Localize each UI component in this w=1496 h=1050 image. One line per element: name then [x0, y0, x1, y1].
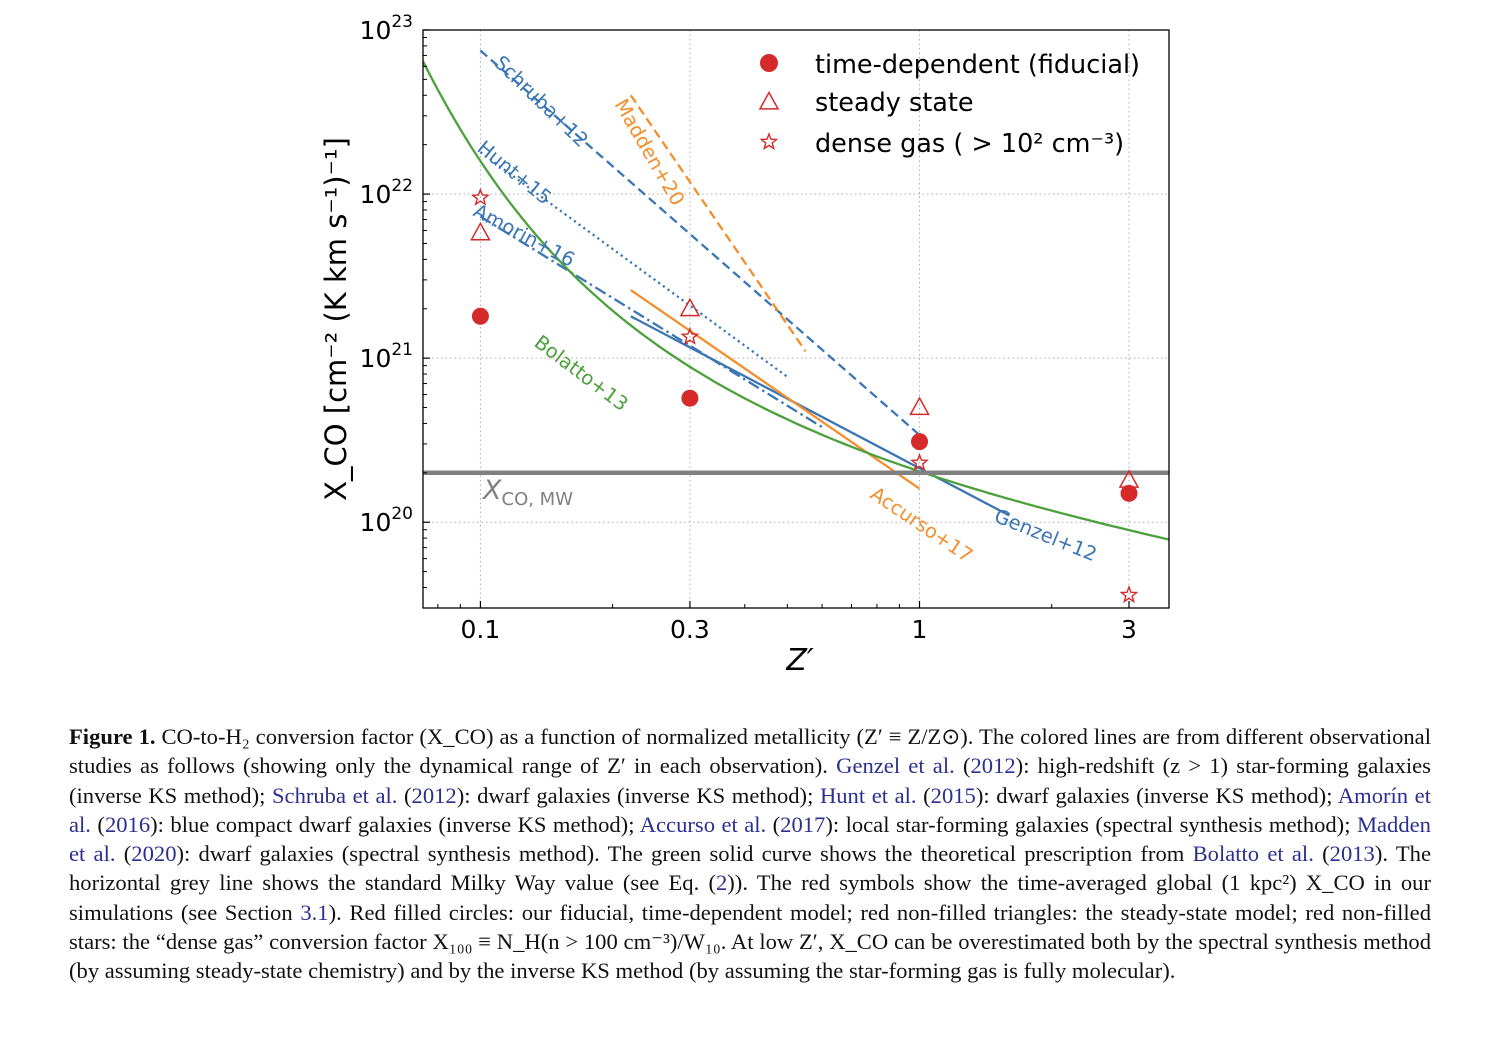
legend-marker-triangle: [758, 90, 780, 110]
citation-link[interactable]: Bolatto et al.: [1192, 841, 1314, 867]
time-dependent-point: [911, 433, 929, 451]
citation-link[interactable]: 2020: [131, 841, 177, 867]
steady-state-point: [470, 221, 491, 241]
dense-gas-point: [470, 187, 490, 206]
legend: time-dependent (fiducial) steady state den…: [758, 50, 1140, 159]
caption-body: Figure 1. CO-to-H₂ conversion factor (X_…: [69, 724, 1431, 984]
caption-label: Figure 1.: [69, 724, 156, 749]
series-line-madden-20: [629, 94, 807, 352]
citation-link[interactable]: 2015: [930, 782, 976, 808]
annotation-schruba-12: Schruba+12: [490, 51, 593, 152]
y-axis-label: X_CO [cm⁻² (K km s⁻¹)⁻¹]: [319, 137, 353, 501]
x-tick-label: 0.3: [670, 615, 710, 644]
series-line-genzel-12: [630, 315, 1010, 517]
time-dependent-point: [1120, 484, 1138, 502]
citation-link[interactable]: Accurso et al.: [639, 811, 767, 837]
points-layer: [470, 187, 1140, 604]
x-tick-label: 0.1: [461, 615, 501, 644]
citation-link[interactable]: 2012: [411, 782, 457, 808]
figure-chart: 0.1 0.3 1 3 1020 1021 1022 1023 Z′ X_CO [cm⁻² (K …: [319, 12, 1170, 678]
citation-link[interactable]: Amorín et al.: [69, 782, 1431, 837]
dense-gas-point: [680, 326, 700, 345]
series-layer: [423, 49, 1169, 541]
ticks-layer: [423, 29, 1130, 609]
citation-link[interactable]: Madden et al.: [69, 811, 1431, 867]
annotation-bolatto-13: Bolatto+13: [530, 331, 633, 416]
plot-frame: [422, 29, 1170, 609]
y-tick-label: 1022: [360, 176, 413, 209]
annotation-madden-20: Madden+20: [610, 95, 689, 210]
legend-label: time-dependent (fiducial): [815, 50, 1140, 80]
steady-state-point: [909, 396, 930, 416]
legend-label: dense gas ( > 10² cm⁻³): [815, 129, 1124, 159]
citation-link[interactable]: 2012: [970, 753, 1016, 779]
labels-layer: 0.1 0.3 1 3 1020 1021 1022 1023 Z′ X_CO [cm⁻² (K …: [319, 12, 1137, 678]
grid-layer: [423, 29, 1169, 608]
time-dependent-point: [681, 389, 699, 407]
citation-link[interactable]: Hunt et al.: [819, 782, 917, 808]
citation-link[interactable]: Schruba et al.: [271, 782, 398, 808]
x-axis-label: Z′: [785, 643, 814, 678]
dense-gas-point: [910, 452, 929, 471]
time-dependent-point: [471, 307, 489, 325]
figure-caption: Figure 1. CO-to-H₂ conversion factor (X_…: [69, 722, 1431, 986]
legend-marker-star: [759, 132, 779, 151]
x-tick-label: 3: [1121, 615, 1137, 644]
citation-link[interactable]: 2017: [780, 811, 826, 837]
dense-gas-point: [1119, 585, 1139, 604]
series-line-accurso-17: [630, 289, 921, 490]
annotation-accurso-17: Accurso+17: [866, 482, 977, 567]
annotation-amorin-16: Amorin+16: [470, 199, 579, 272]
x-tick-label: 1: [912, 615, 928, 644]
legend-label: steady state: [815, 88, 974, 118]
y-tick-label: 1021: [360, 340, 413, 373]
legend-marker-circle: [760, 54, 778, 72]
citation-link[interactable]: 2016: [104, 811, 151, 837]
annotation-genzel-12: Genzel+12: [991, 504, 1100, 566]
citation-link[interactable]: 2: [715, 870, 728, 896]
annotation-xco-mw: XCO, MW: [481, 475, 573, 510]
citation-link[interactable]: 3.1: [300, 899, 329, 925]
citation-link[interactable]: Genzel et al.: [836, 753, 955, 779]
series-line-bolatto-13: [423, 60, 1169, 541]
y-tick-label: 1023: [360, 12, 413, 45]
steady-state-point: [1118, 469, 1140, 488]
citation-link[interactable]: 2013: [1329, 841, 1375, 867]
steady-state-point: [679, 297, 701, 317]
y-tick-label: 1020: [360, 504, 413, 537]
